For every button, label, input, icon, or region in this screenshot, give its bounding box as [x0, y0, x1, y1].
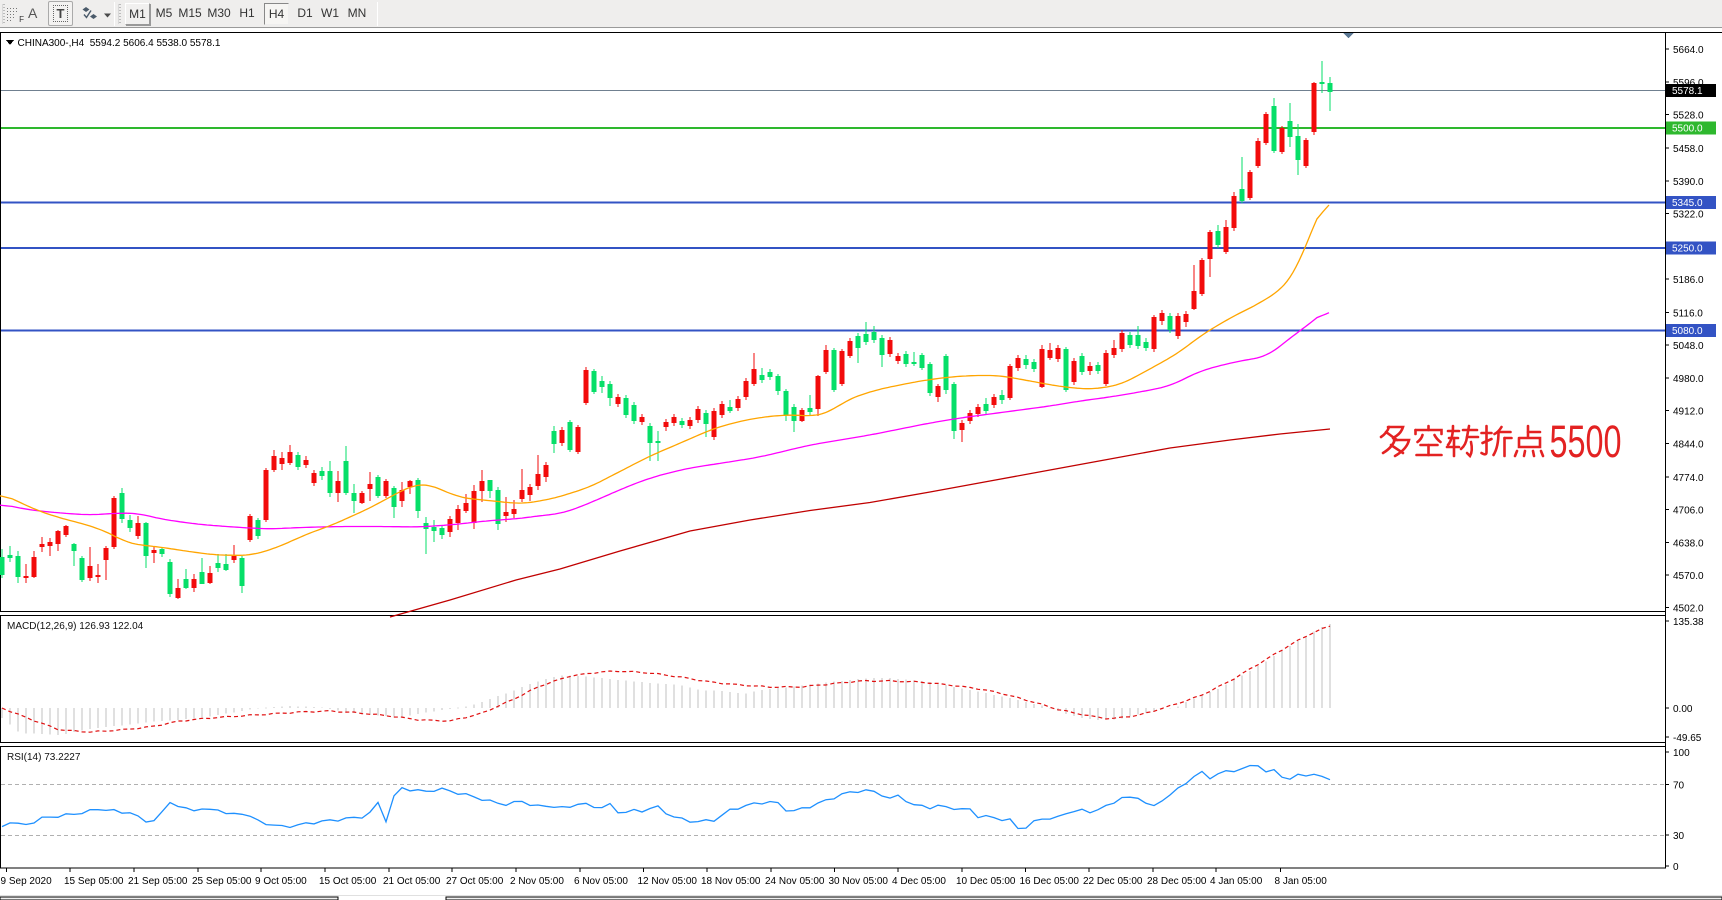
svg-text:10 Dec 05:00: 10 Dec 05:00 — [956, 876, 1016, 887]
svg-text:4 Dec 05:00: 4 Dec 05:00 — [892, 876, 946, 887]
svg-text:4706.0: 4706.0 — [1673, 506, 1704, 517]
svg-text:12 Nov 05:00: 12 Nov 05:00 — [638, 876, 698, 887]
svg-text:4570.0: 4570.0 — [1673, 571, 1704, 582]
svg-text:5458.0: 5458.0 — [1673, 144, 1704, 155]
svg-text:2 Nov 05:00: 2 Nov 05:00 — [510, 876, 564, 887]
svg-text:21 Sep 05:00: 21 Sep 05:00 — [128, 876, 188, 887]
svg-text:4912.0: 4912.0 — [1673, 407, 1704, 418]
svg-text:9 Sep 2020: 9 Sep 2020 — [1, 876, 53, 887]
svg-text:28 Dec 05:00: 28 Dec 05:00 — [1147, 876, 1207, 887]
svg-text:5048.0: 5048.0 — [1673, 341, 1704, 352]
svg-text:135.38: 135.38 — [1673, 617, 1704, 628]
svg-text:4980.0: 4980.0 — [1673, 374, 1704, 385]
svg-text:5596.0: 5596.0 — [1673, 78, 1704, 89]
svg-text:100: 100 — [1673, 748, 1690, 759]
svg-text:5080.0: 5080.0 — [1672, 326, 1703, 337]
svg-text:-49.65: -49.65 — [1673, 733, 1702, 744]
svg-text:5664.0: 5664.0 — [1673, 45, 1704, 56]
svg-text:5528.0: 5528.0 — [1673, 111, 1704, 122]
svg-text:30 Nov 05:00: 30 Nov 05:00 — [829, 876, 889, 887]
svg-text:21 Oct 05:00: 21 Oct 05:00 — [383, 876, 441, 887]
svg-text:5390.0: 5390.0 — [1673, 177, 1704, 188]
svg-text:25 Sep 05:00: 25 Sep 05:00 — [192, 876, 252, 887]
svg-text:8 Jan 05:00: 8 Jan 05:00 — [1275, 876, 1328, 887]
svg-text:24 Nov 05:00: 24 Nov 05:00 — [765, 876, 825, 887]
svg-text:9 Oct 05:00: 9 Oct 05:00 — [255, 876, 307, 887]
svg-text:RSI(14) 73.2227: RSI(14) 73.2227 — [7, 752, 81, 763]
svg-text:22 Dec 05:00: 22 Dec 05:00 — [1083, 876, 1143, 887]
svg-text:5322.0: 5322.0 — [1673, 210, 1704, 221]
svg-text:CHINA300-,H4 5594.2 5606.4 55: CHINA300-,H4 5594.2 5606.4 5538.0 5578.1 — [18, 38, 221, 49]
svg-text:15 Oct 05:00: 15 Oct 05:00 — [319, 876, 377, 887]
svg-text:5500: 5500 — [1550, 416, 1622, 467]
svg-text:4 Jan 05:00: 4 Jan 05:00 — [1210, 876, 1263, 887]
svg-text:70: 70 — [1673, 781, 1685, 792]
svg-text:5345.0: 5345.0 — [1672, 198, 1703, 209]
svg-text:5116.0: 5116.0 — [1673, 309, 1703, 320]
svg-text:15 Sep 05:00: 15 Sep 05:00 — [64, 876, 124, 887]
svg-text:4844.0: 4844.0 — [1673, 440, 1704, 451]
svg-text:18 Nov 05:00: 18 Nov 05:00 — [701, 876, 761, 887]
svg-text:27 Oct 05:00: 27 Oct 05:00 — [446, 876, 504, 887]
svg-text:0: 0 — [1673, 862, 1679, 873]
svg-text:MACD(12,26,9) 126.93 122.04: MACD(12,26,9) 126.93 122.04 — [7, 621, 144, 632]
svg-text:4774.0: 4774.0 — [1673, 473, 1704, 484]
svg-text:4502.0: 4502.0 — [1673, 604, 1704, 615]
svg-text:4638.0: 4638.0 — [1673, 539, 1704, 550]
svg-text:6 Nov 05:00: 6 Nov 05:00 — [574, 876, 628, 887]
svg-text:5250.0: 5250.0 — [1672, 244, 1703, 255]
svg-text:30: 30 — [1673, 831, 1685, 842]
svg-text:0.00: 0.00 — [1673, 704, 1693, 715]
svg-text:16 Dec 05:00: 16 Dec 05:00 — [1020, 876, 1080, 887]
svg-text:5578.1: 5578.1 — [1672, 86, 1703, 97]
svg-text:5500.0: 5500.0 — [1672, 124, 1703, 135]
svg-text:5186.0: 5186.0 — [1673, 275, 1704, 286]
